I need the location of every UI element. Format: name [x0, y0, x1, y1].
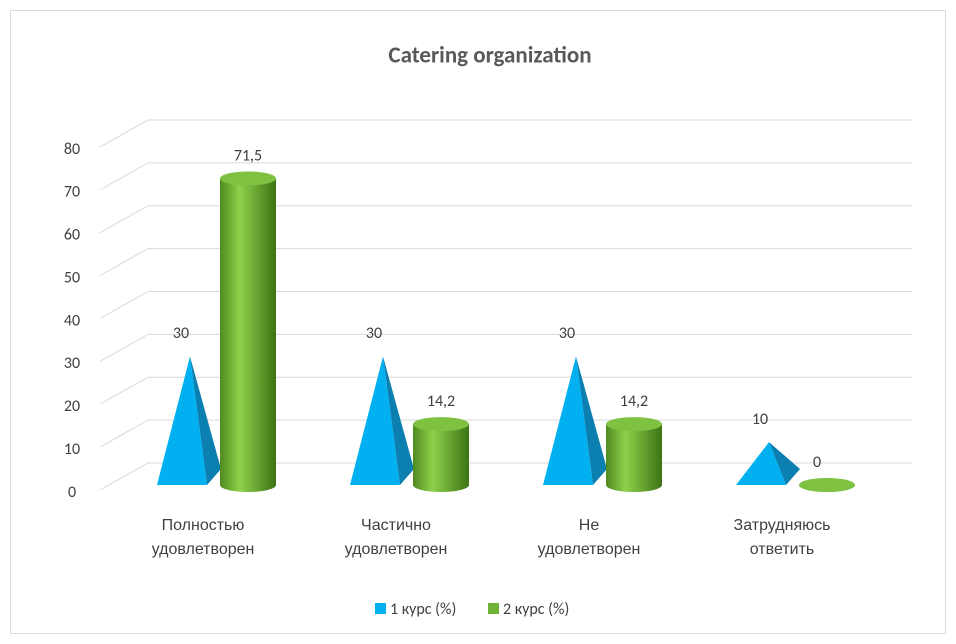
x-tick-label: Не удовлетворен: [537, 517, 641, 558]
data-label: 30: [366, 324, 382, 343]
cylinder-top: [799, 478, 855, 492]
cylinder-top: [220, 171, 276, 186]
legend-label: 2 курс (%): [503, 600, 569, 619]
grid-line: [99, 462, 149, 491]
chart-frame: [10, 10, 946, 634]
cylinder: [220, 171, 276, 492]
grid-line: [99, 248, 149, 277]
grid-line: [99, 376, 149, 405]
pyramid-side: [383, 356, 414, 485]
legend-swatch: [375, 603, 386, 614]
legend-label: 1 курс (%): [390, 600, 456, 619]
grid-line: [99, 119, 149, 148]
pyramid: [736, 442, 800, 485]
pyramid-front: [350, 356, 400, 485]
pyramid-side: [769, 442, 800, 485]
data-label: 30: [173, 324, 189, 343]
x-tick-label: Затрудняюсь ответить: [733, 517, 831, 558]
cylinder: [799, 478, 855, 492]
pyramid: [350, 356, 414, 485]
pyramid-side: [576, 356, 607, 485]
cylinder-top: [413, 417, 469, 432]
grid-line: [99, 291, 149, 319]
cylinder-body: [413, 424, 469, 492]
y-tick-label: 40: [64, 311, 80, 330]
data-label: 14,2: [620, 392, 648, 411]
pyramid-front: [736, 442, 786, 485]
grid-line: [99, 205, 149, 234]
y-tick-label: 30: [64, 354, 80, 373]
grid-line: [99, 419, 149, 448]
x-tick-label: Полностью удовлетворен: [151, 517, 255, 558]
y-tick-label: 80: [64, 140, 80, 159]
cylinder-body: [220, 178, 276, 492]
y-tick-label: 0: [68, 483, 76, 502]
cylinder-top: [606, 417, 662, 432]
data-label: 71,5: [234, 146, 262, 165]
legend-swatch: [488, 603, 499, 614]
y-tick-label: 10: [64, 440, 80, 459]
pyramid: [543, 356, 607, 485]
cylinder: [606, 417, 662, 492]
grid-line: [99, 162, 149, 191]
data-label: 14,2: [427, 392, 455, 411]
x-tick-label: Частично удовлетворен: [344, 517, 448, 558]
y-tick-label: 20: [64, 397, 80, 416]
pyramid-front: [543, 356, 593, 485]
data-label: 30: [559, 324, 575, 343]
cylinder-body: [606, 424, 662, 492]
y-tick-label: 70: [64, 183, 80, 202]
chart-title: Catering organization: [388, 42, 591, 70]
data-label: 0: [813, 453, 821, 472]
cylinder: [413, 417, 469, 492]
grid-line: [99, 333, 149, 362]
y-tick-label: 60: [64, 226, 80, 245]
pyramid-front: [157, 356, 207, 485]
pyramid: [157, 356, 221, 485]
pyramid-side: [190, 356, 221, 485]
data-label: 10: [752, 410, 768, 429]
y-tick-label: 50: [64, 268, 80, 287]
